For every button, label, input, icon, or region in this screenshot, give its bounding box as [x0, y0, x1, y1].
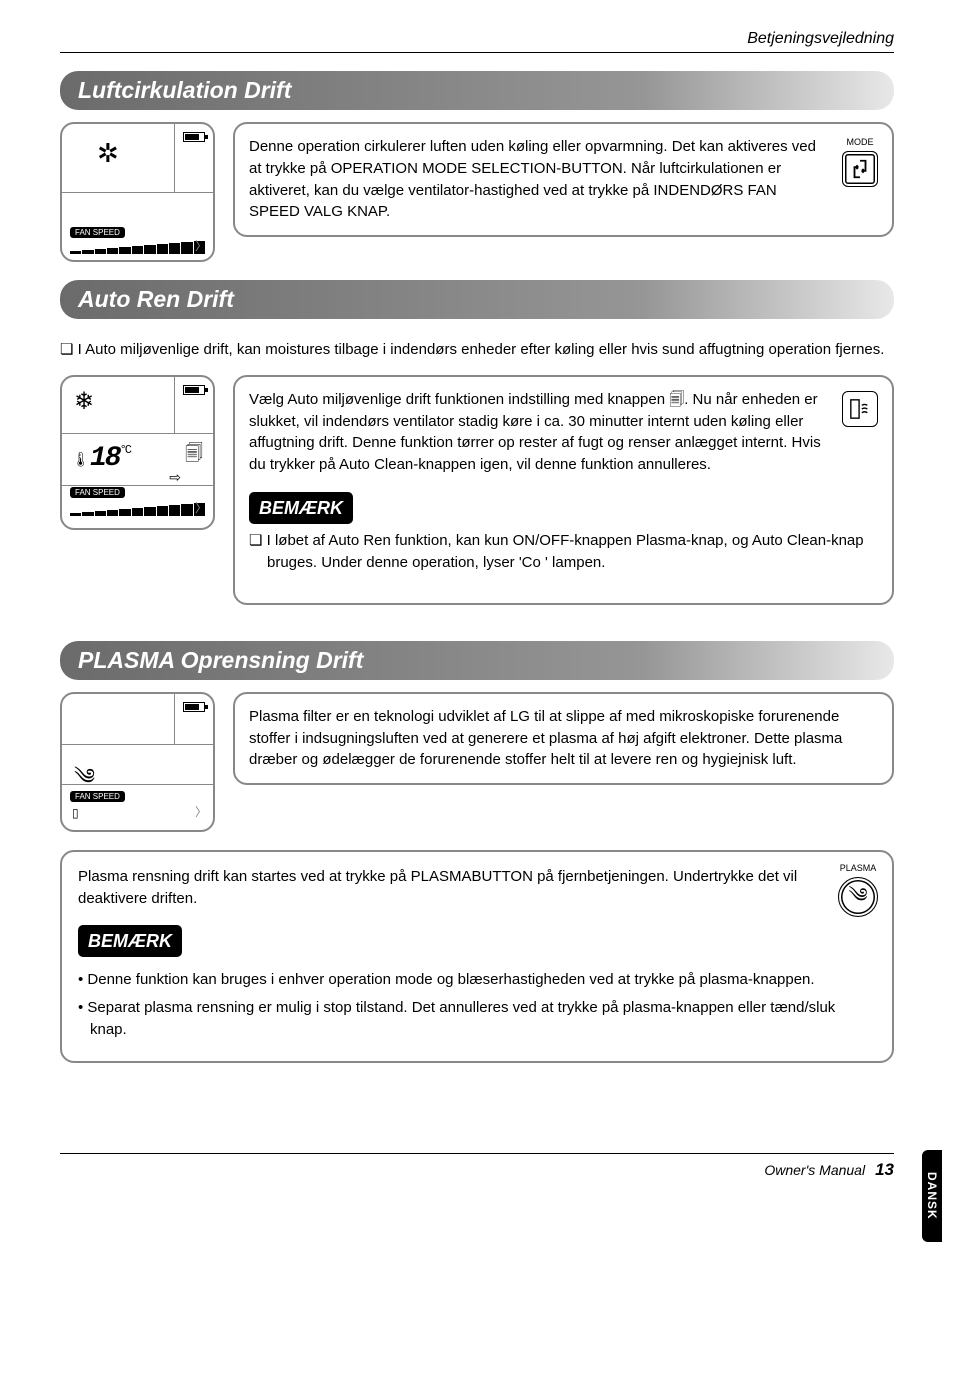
section1-textbox: Denne operation cirkulerer luften uden k…: [233, 122, 894, 237]
mode-label: MODE: [842, 136, 878, 149]
section3-textbox: Plasma filter er en teknologi udviklet a…: [233, 692, 894, 785]
section1-body: Denne operation cirkulerer luften uden k…: [249, 136, 878, 223]
autoclean-icon-group: [842, 391, 878, 427]
wave-icon: [849, 398, 871, 420]
plasma-icon: ༄: [838, 877, 878, 917]
section3-lowerbody: Plasma rensning drift kan startes ved at…: [78, 866, 876, 910]
note-bullet-1: • Denne funktion kan bruges i enhver ope…: [78, 969, 876, 991]
autoclean-icon: [842, 391, 878, 427]
note-label-2: BEMÆRK: [78, 925, 182, 957]
remote-display-1: ✲ FAN SPEED 〉: [60, 122, 215, 262]
snowflake-icon: ❄: [74, 387, 94, 416]
document-icon: 🗐: [185, 441, 203, 471]
fan-speed-bars: [70, 503, 205, 516]
battery-icon: [183, 132, 205, 142]
fan-icon: ✲: [97, 138, 119, 169]
temp-display: 18°C: [90, 443, 130, 474]
bar-indicator: ▯: [72, 806, 79, 820]
section3-lowerbox: Plasma rensning drift kan startes ved at…: [60, 850, 894, 1063]
footer-page: 13: [875, 1160, 894, 1180]
section2-title: Auto Ren Drift: [60, 280, 894, 319]
chevron-icon: 〉: [195, 499, 207, 516]
fan-speed-label-3: FAN SPEED: [70, 791, 125, 802]
section2-row: ❄ 🗐 🌡 18°C ⇨ FAN SPEED 〉 Vælg Auto miljø…: [60, 375, 894, 605]
battery-icon: [183, 702, 205, 712]
fan-speed-label-1: FAN SPEED: [70, 227, 125, 238]
page-footer: Owner's Manual 13: [60, 1153, 894, 1180]
thermometer-icon: 🌡: [72, 451, 90, 468]
language-tab: DANSK: [922, 1150, 942, 1242]
section2-intro: ❏ I Auto miljøvenlige drift, kan moistur…: [60, 339, 894, 361]
temp-value: 18: [90, 443, 120, 474]
arrow-icon: ⇨: [169, 469, 181, 486]
swirl-icon: ༄: [848, 882, 867, 911]
mode-icon: [842, 151, 878, 187]
header-title: Betjeningsvejledning: [747, 30, 894, 47]
chevron-icon: 〉: [195, 237, 207, 254]
fan-speed-bars: [70, 241, 205, 254]
note-label-1: BEMÆRK: [249, 492, 353, 524]
remote-display-3: ༄ FAN SPEED ▯ 〉: [60, 692, 215, 832]
remote-display-2: ❄ 🗐 🌡 18°C ⇨ FAN SPEED 〉: [60, 375, 215, 530]
swirl-icon: ༄: [74, 752, 95, 814]
note-body-1: ❏ I løbet af Auto Ren funktion, kan kun …: [249, 530, 878, 574]
section1-row: ✲ FAN SPEED 〉 Denne operation cirkulerer…: [60, 122, 894, 262]
section2-body: Vælg Auto miljøvenlige drift funktionen …: [249, 389, 878, 476]
chevron-icon: 〉: [195, 803, 207, 820]
section3-body: Plasma filter er en teknologi udviklet a…: [249, 706, 878, 771]
footer-text: Owner's Manual: [764, 1162, 865, 1178]
plasma-label: PLASMA: [838, 862, 878, 875]
note-bullet-2: • Separat plasma rensning er mulig i sto…: [78, 997, 876, 1041]
section3-row: ༄ FAN SPEED ▯ 〉 Plasma filter er en tekn…: [60, 692, 894, 832]
battery-icon: [183, 385, 205, 395]
temp-unit: °C: [120, 443, 130, 457]
plasma-icon-group: PLASMA ༄: [838, 862, 878, 917]
page-header: Betjeningsvejledning: [60, 30, 894, 53]
section2-textbox: Vælg Auto miljøvenlige drift funktionen …: [233, 375, 894, 605]
fan-speed-label-2: FAN SPEED: [70, 487, 125, 498]
mode-icon-group: MODE: [842, 136, 878, 187]
section1-title: Luftcirkulation Drift: [60, 71, 894, 110]
section3-title: PLASMA Oprensning Drift: [60, 641, 894, 680]
recirculate-icon: [849, 158, 871, 180]
